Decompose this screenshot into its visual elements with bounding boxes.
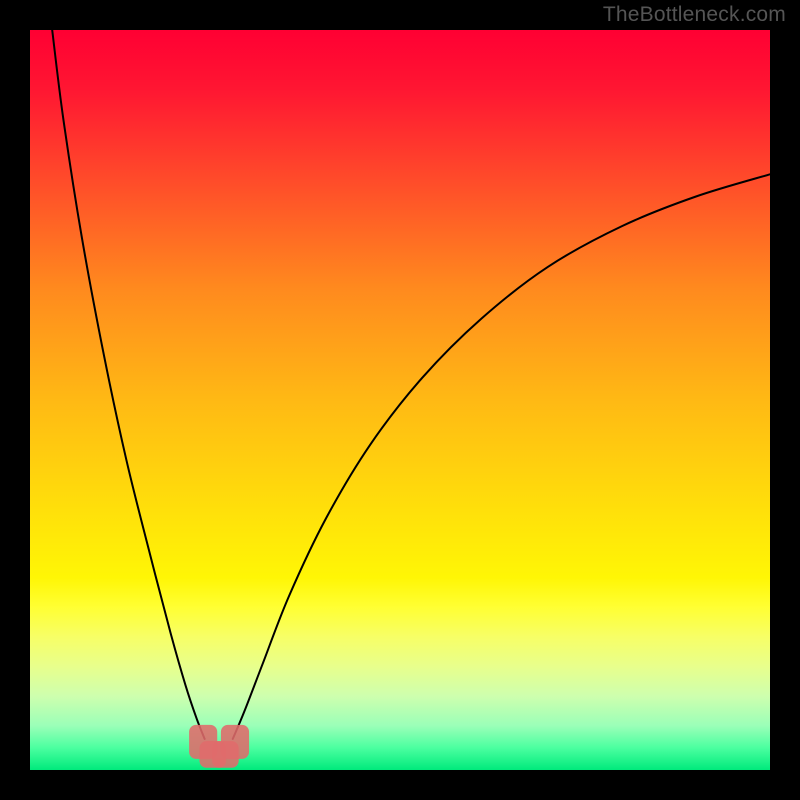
bottom-marker <box>221 725 249 759</box>
bottleneck-chart <box>0 0 800 800</box>
plot-background <box>30 30 770 770</box>
chart-stage: TheBottleneck.com <box>0 0 800 800</box>
watermark-text: TheBottleneck.com <box>603 3 786 27</box>
